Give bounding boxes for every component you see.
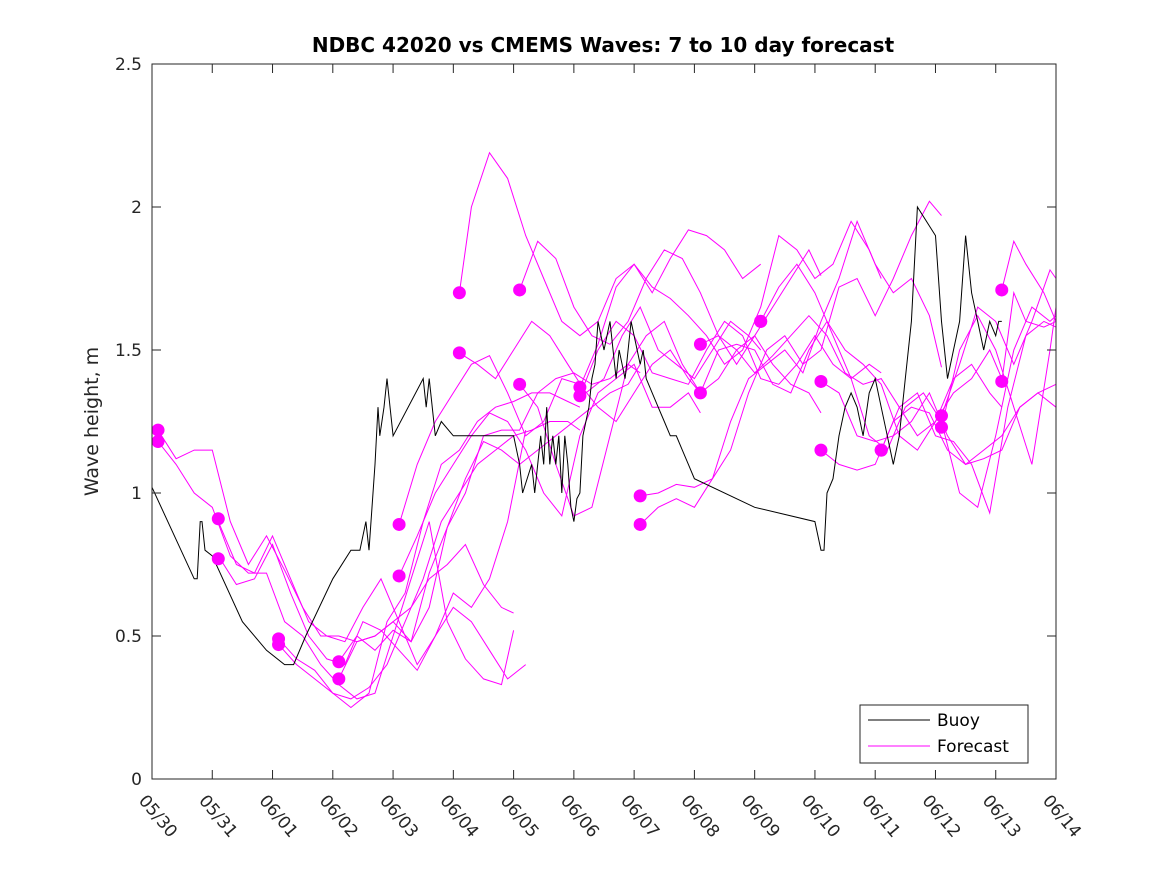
legend: Buoy Forecast <box>859 704 1029 764</box>
forecast-start-marker <box>633 489 647 503</box>
forecast-series-line <box>217 430 527 666</box>
forecast-start-marker <box>814 443 828 457</box>
forecast-series-line <box>700 314 1003 437</box>
forecast-start-marker <box>392 569 406 583</box>
y-tick-label: 2 <box>131 198 142 218</box>
forecast-series-line <box>699 320 1003 451</box>
legend-forecast-label: Forecast <box>937 737 1009 757</box>
forecast-start-marker <box>452 286 466 300</box>
y-axis-label: Wave height, m <box>81 347 103 496</box>
forecast-series-line <box>459 306 762 394</box>
forecast-start-marker <box>934 409 948 423</box>
forecast-series-line <box>338 363 641 662</box>
forecast-series-line <box>217 543 527 680</box>
forecast-series-line <box>398 363 701 577</box>
plot-frame <box>151 63 1057 780</box>
forecast-start-marker <box>693 386 707 400</box>
forecast-series-line <box>458 151 762 337</box>
forecast-series-line <box>760 263 1057 509</box>
forecast-series-line <box>338 364 641 680</box>
y-tick-label: 0.5 <box>115 627 142 647</box>
forecast-start-marker <box>995 374 1009 388</box>
forecast-series-line <box>640 200 942 497</box>
forecast-start-marker <box>211 552 225 566</box>
forecast-start-marker <box>693 337 707 351</box>
forecast-series-line <box>639 219 942 525</box>
forecast-start-marker <box>332 672 346 686</box>
forecast-start-marker <box>151 435 165 449</box>
y-tick-label: 2.5 <box>115 55 142 75</box>
forecast-series-line <box>1001 239 1057 322</box>
forecast-series-line <box>278 392 581 709</box>
forecast-start-marker <box>513 283 527 297</box>
plot-data-layer <box>151 151 1057 709</box>
y-tick-label: 1.5 <box>115 341 142 361</box>
forecast-start-marker <box>573 389 587 403</box>
forecast-start-marker <box>332 655 346 669</box>
forecast-start-marker <box>211 512 225 526</box>
forecast-start-marker <box>754 314 768 328</box>
forecast-series-line <box>579 220 882 388</box>
y-tick-label: 0 <box>131 770 142 790</box>
forecast-start-marker <box>995 283 1009 297</box>
buoy-series-line <box>151 205 1002 666</box>
forecast-series-line <box>519 240 822 366</box>
forecast-start-marker <box>452 346 466 360</box>
forecast-start-marker <box>934 420 948 434</box>
forecast-start-marker <box>151 423 165 437</box>
forecast-start-marker <box>392 517 406 531</box>
y-tick-label: 1 <box>131 484 142 504</box>
forecast-start-marker <box>874 443 888 457</box>
forecast-series-line <box>398 349 701 525</box>
legend-buoy-label: Buoy <box>937 711 980 731</box>
forecast-start-marker <box>272 638 286 652</box>
forecast-start-marker <box>513 377 527 391</box>
forecast-series-line <box>941 268 1057 416</box>
forecast-series-line <box>579 320 882 396</box>
forecast-series-line <box>157 429 514 643</box>
forecast-series-line <box>1001 290 1057 382</box>
forecast-start-marker <box>814 374 828 388</box>
forecast-start-marker <box>633 517 647 531</box>
forecast-series-line <box>880 320 1057 515</box>
chart-title: NDBC 42020 vs CMEMS Waves: 7 to 10 day f… <box>312 33 895 57</box>
legend-box <box>859 704 1029 764</box>
